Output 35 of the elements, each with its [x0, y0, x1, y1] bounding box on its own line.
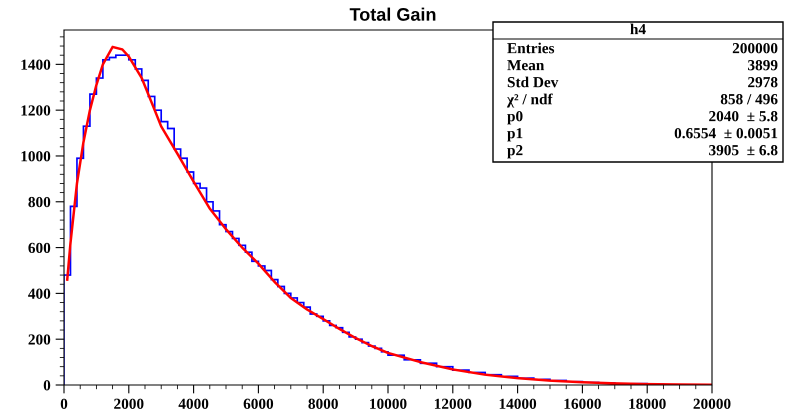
y-tick-label: 1200	[21, 105, 50, 116]
text: 200000	[732, 43, 778, 54]
y-tick-label: 600	[28, 242, 50, 254]
x-tick-label: 2000	[114, 398, 144, 409]
y-tick-label: 0	[44, 380, 50, 390]
annotation: χ² / ndf	[506, 93, 553, 108]
y-tick-label: 1400	[21, 59, 50, 70]
x-tick-label: 14000	[500, 398, 536, 409]
annotation: Entries	[507, 42, 554, 54]
text: 3899	[748, 60, 778, 70]
annotation: Mean	[507, 60, 544, 70]
annotation: 0.6554 ± 0.0051	[674, 128, 778, 138]
annotation: 3905 ± 6.8	[709, 145, 778, 156]
y-tick-label: 1000	[21, 151, 50, 162]
x-tick-label: 12000	[434, 398, 472, 409]
y-tick-label: 400	[28, 288, 50, 299]
x-tick-label: 0	[60, 398, 68, 409]
annotation: 2040 ± 5.8	[709, 111, 778, 122]
annotation: Std Dev	[508, 76, 558, 88]
annotation: p2	[507, 145, 522, 158]
text: 2978	[748, 77, 778, 88]
annotation: p1	[507, 128, 522, 142]
annotation: p0	[507, 111, 523, 124]
x-tick-label: 16000	[564, 398, 601, 409]
chart-title: Total Gain	[350, 8, 436, 21]
annotation: h4	[630, 24, 646, 34]
x-tick-label: 18000	[629, 398, 666, 409]
x-tick-label: 10000	[370, 398, 407, 409]
x-tick-label: 6000	[244, 398, 274, 409]
x-tick-label: 4000	[178, 398, 208, 409]
x-tick-label: 20000	[694, 398, 731, 409]
x-tick-label: 8000	[308, 398, 338, 409]
y-tick-label: 800	[28, 196, 50, 208]
text: 858 / 496	[720, 94, 778, 104]
y-tick-label: 200	[28, 334, 50, 345]
